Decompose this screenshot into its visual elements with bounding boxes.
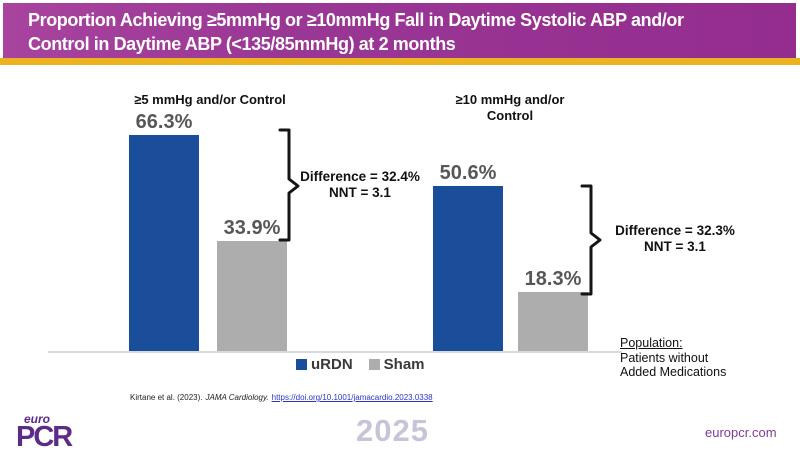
- sham-swatch-icon: [368, 359, 380, 370]
- annotation-group1-difference: Difference = 32.4%: [300, 169, 420, 184]
- annotation-group1: Difference = 32.4% NNT = 3.1: [295, 169, 425, 201]
- population-heading: Population:: [620, 336, 683, 350]
- bar-urdn-group2: [433, 186, 503, 352]
- citation-authors: Kirtane et al. (2023).: [130, 393, 203, 402]
- annotation-group1-nnt: NNT = 3.1: [329, 185, 391, 200]
- legend-item-urdn: uRDN: [296, 356, 353, 373]
- bar-urdn-group1: [129, 135, 199, 352]
- group2-heading: ≥10 mmHg and/or Control: [455, 92, 565, 123]
- legend-item-sham: Sham: [368, 356, 425, 373]
- annotation-group2-difference: Difference = 32.3%: [615, 223, 735, 238]
- citation: Kirtane et al. (2023). JAMA Cardiology. ht…: [130, 393, 433, 402]
- difference-brace-group2: [580, 184, 602, 296]
- europcr-logo: euro PCR: [16, 412, 73, 450]
- slide-title-line2: Control in Daytime ABP (<135/85mmHg) at …: [28, 34, 456, 54]
- urdn-swatch-icon: [296, 359, 307, 370]
- population-note: Population: Patients without Added Medic…: [620, 336, 726, 380]
- citation-journal: JAMA Cardiology.: [205, 393, 269, 402]
- title-banner: Proportion Achieving ≥5mmHg or ≥10mmHg F…: [3, 3, 796, 58]
- population-line2: Added Medications: [620, 365, 727, 379]
- gold-divider: [0, 58, 800, 65]
- value-label-urdn-group1: 66.3%: [135, 111, 193, 133]
- event-year: 2025: [356, 413, 429, 448]
- group1-heading: ≥5 mmHg and/or Control: [134, 92, 286, 107]
- slide-title: Proportion Achieving ≥5mmHg or ≥10mmHg F…: [3, 3, 796, 56]
- citation-doi-link[interactable]: https://doi.org/10.1001/jamacardio.2023.…: [271, 393, 433, 402]
- x-axis-line: [48, 351, 622, 353]
- population-line1: Patients without: [620, 350, 709, 365]
- annotation-group2: Difference = 32.3% NNT = 3.1: [613, 223, 737, 255]
- chart-legend: uRDN Sham: [296, 356, 425, 373]
- slide-title-line1: Proportion Achieving ≥5mmHg or ≥10mmHg F…: [28, 10, 684, 30]
- logo-euro-text: euro: [24, 412, 51, 426]
- legend-label-urdn: uRDN: [311, 356, 353, 373]
- annotation-group2-nnt: NNT = 3.1: [644, 239, 706, 254]
- legend-label-sham: Sham: [383, 356, 425, 373]
- value-label-sham-group1: 33.9%: [223, 217, 281, 239]
- value-label-urdn-group2: 50.6%: [439, 162, 497, 185]
- bar-sham-group2: [518, 292, 588, 352]
- value-label-sham-group2: 18.3%: [524, 268, 582, 291]
- bar-sham-group1: [217, 241, 287, 352]
- difference-brace-group1: [278, 128, 300, 242]
- logo-pcr-text: PCR: [16, 421, 73, 450]
- website-url: europcr.com: [705, 425, 777, 440]
